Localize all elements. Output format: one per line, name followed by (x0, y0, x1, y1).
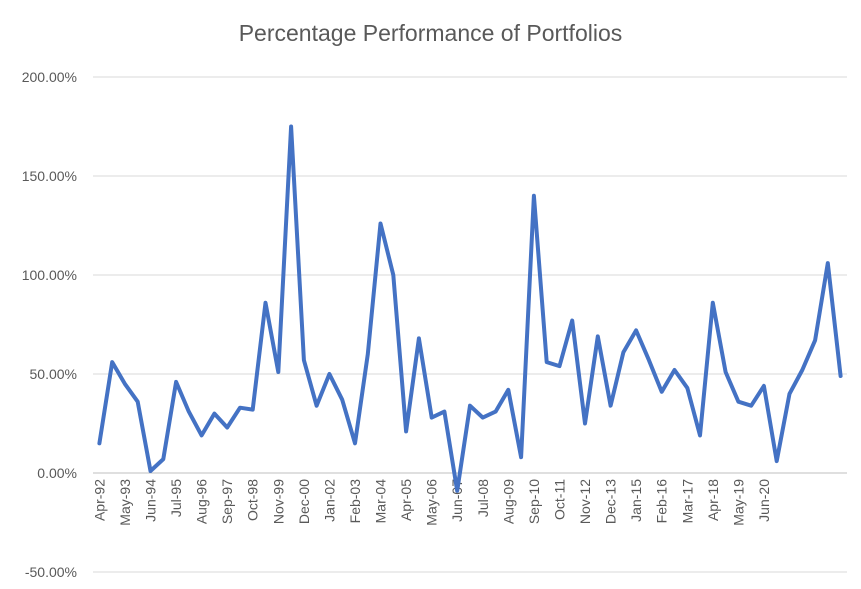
x-tick-label: Apr-18 (705, 479, 721, 521)
x-tick-label: Aug-96 (194, 479, 210, 524)
x-tick-label: Mar-04 (373, 479, 389, 524)
series-line (97, 124, 843, 493)
x-tick-label: Sep-97 (219, 479, 235, 524)
x-tick-label: Sep-10 (526, 479, 542, 524)
chart-title: Percentage Performance of Portfolios (238, 20, 623, 46)
x-tick-label: Jan-15 (628, 479, 644, 522)
y-tick-label: 150.00% (22, 168, 77, 184)
x-tick-label: Nov-12 (577, 479, 593, 524)
x-tick-label: Feb-16 (654, 479, 670, 524)
x-tick-label: Jun-94 (143, 479, 159, 522)
x-tick-label: Feb-03 (347, 479, 363, 524)
x-tick-label: May-06 (424, 479, 440, 526)
x-tick-label: May-93 (117, 479, 133, 526)
x-tick-label: Oct-11 (551, 479, 567, 520)
x-tick-label: Jun-07 (449, 479, 465, 522)
x-tick-label: Dec-13 (603, 479, 619, 524)
x-tick-label: Dec-00 (296, 479, 312, 524)
y-tick-label: 50.00% (30, 366, 77, 382)
y-tick-label: 100.00% (22, 267, 77, 283)
x-tick-label: Jan-02 (321, 479, 337, 522)
y-tick-label: 0.00% (37, 465, 77, 481)
x-tick-label: Nov-99 (270, 479, 286, 524)
x-tick-label: Aug-09 (500, 479, 516, 524)
y-tick-label: -50.00% (25, 564, 77, 580)
x-tick-label: Apr-92 (91, 479, 107, 521)
x-tick-label: Jul-08 (475, 479, 491, 517)
x-tick-label: Oct-98 (245, 479, 261, 521)
y-tick-label: 200.00% (22, 69, 77, 85)
x-tick-label: Apr-05 (398, 479, 414, 521)
x-tick-label: May-19 (730, 479, 746, 526)
x-tick-label: Jul-95 (168, 479, 184, 517)
x-tick-label: Jun-20 (756, 479, 772, 522)
x-tick-label: Mar-17 (679, 479, 695, 524)
